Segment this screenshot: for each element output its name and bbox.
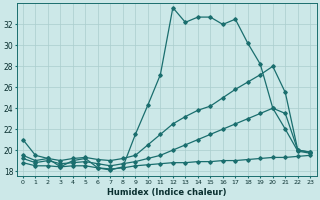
X-axis label: Humidex (Indice chaleur): Humidex (Indice chaleur) <box>107 188 226 197</box>
